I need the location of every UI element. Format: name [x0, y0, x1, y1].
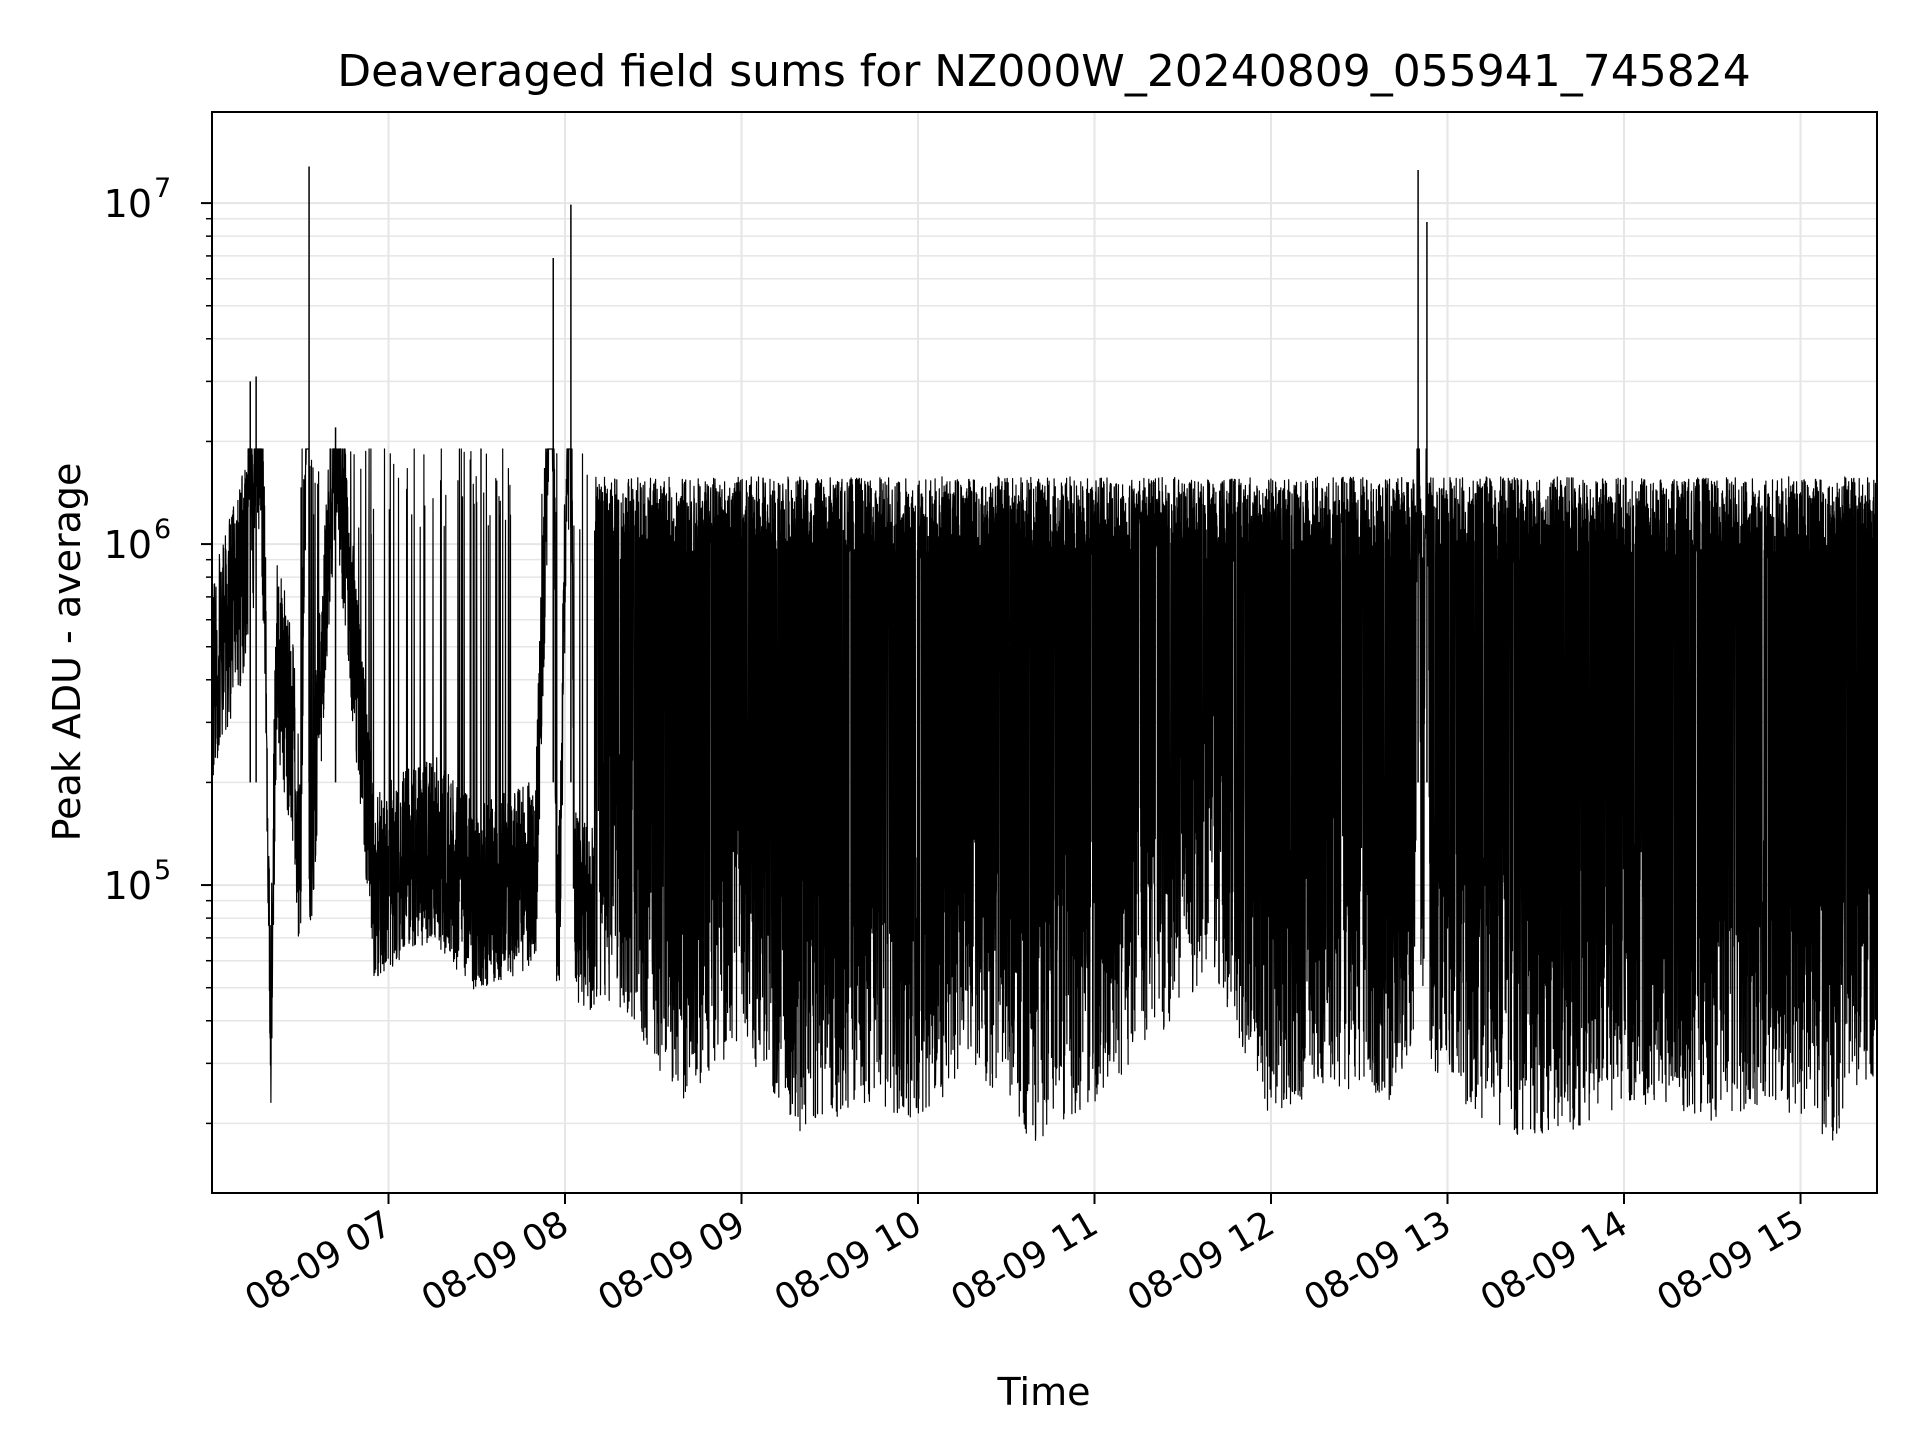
data-layer: [212, 166, 1877, 1141]
series-line: [212, 448, 1877, 1141]
y-tick-label: 10: [104, 523, 152, 567]
y-axis-label: Peak ADU - average: [45, 463, 89, 842]
chart-title: Deaveraged field sums for NZ000W_2024080…: [337, 46, 1750, 97]
y-tick-label: 10: [104, 864, 152, 908]
y-tick-exponent: 5: [154, 855, 171, 886]
y-tick-label: 10: [104, 182, 152, 226]
y-tick-exponent: 6: [154, 514, 171, 545]
y-tick-exponent: 7: [154, 173, 171, 204]
plot-frame: [211, 111, 1878, 1194]
x-axis-label: Time: [997, 1370, 1091, 1414]
